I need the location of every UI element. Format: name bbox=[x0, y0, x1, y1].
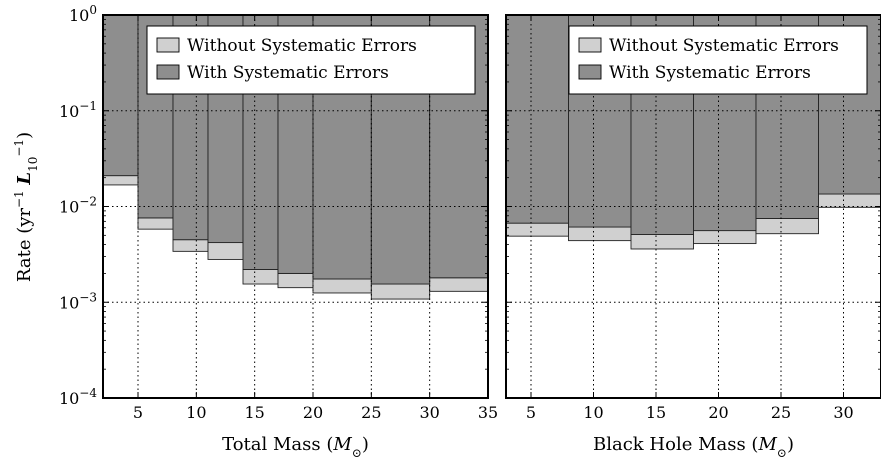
x-tick-label-5: 5 bbox=[526, 403, 536, 422]
right-panel-black-hole-mass: 5 10 15 20 25 30 Black Hole Mass (M⊙) Without S… bbox=[505, 14, 881, 457]
legend-label-1: With Systematic Errors bbox=[609, 63, 811, 83]
x-axis-label: Total Mass (M⊙) bbox=[222, 434, 369, 457]
bar-without-systematic-8 bbox=[429, 277, 489, 292]
x-tick-label-30: 30 bbox=[833, 403, 853, 422]
plot-frame bbox=[505, 14, 881, 399]
x-tick-label-35: 35 bbox=[478, 403, 498, 422]
legend-label-0: Without Systematic Errors bbox=[609, 36, 839, 56]
legend-swatch-0 bbox=[578, 37, 602, 53]
bar-without-systematic-5 bbox=[277, 272, 314, 289]
bar-without-systematic-3 bbox=[693, 230, 757, 245]
x-tick-label-5: 5 bbox=[133, 403, 143, 422]
bar-without-systematic-1 bbox=[568, 226, 632, 242]
legend-box bbox=[568, 25, 868, 95]
x-tick-label-25: 25 bbox=[361, 403, 381, 422]
legend-swatch-1 bbox=[578, 64, 602, 80]
x-tick-label-10: 10 bbox=[583, 403, 603, 422]
legend-box bbox=[146, 25, 476, 95]
bar-without-systematic-1 bbox=[137, 217, 174, 230]
x-tick-label-25: 25 bbox=[771, 403, 791, 422]
legend: Without Systematic Errors With Systematic… bbox=[146, 25, 476, 95]
y-tick-label-2: 10−2 bbox=[59, 195, 97, 217]
x-tick-label-15: 15 bbox=[646, 403, 666, 422]
bar-with-systematic-0 bbox=[505, 14, 569, 224]
bar-without-systematic-2 bbox=[630, 234, 694, 250]
y-tick-label-0: 10−4 bbox=[59, 386, 97, 408]
legend-label-0: Without Systematic Errors bbox=[187, 36, 417, 56]
bar-without-systematic-4 bbox=[755, 218, 819, 235]
bar-without-systematic-7 bbox=[370, 283, 431, 300]
y-tick-label-1: 10−3 bbox=[59, 290, 97, 312]
y-tick-label-3: 10−1 bbox=[59, 99, 97, 121]
bar-without-systematic-5 bbox=[818, 193, 881, 208]
y-tick-label-4: 100 bbox=[69, 3, 97, 25]
x-axis-label: Black Hole Mass (M⊙) bbox=[593, 434, 794, 457]
bar-without-systematic-2 bbox=[172, 239, 209, 252]
x-tick-label-15: 15 bbox=[244, 403, 264, 422]
bar-with-systematic-0 bbox=[102, 14, 139, 177]
x-tick-label-20: 20 bbox=[303, 403, 323, 422]
plot-frame bbox=[102, 14, 489, 399]
bar-without-systematic-6 bbox=[312, 278, 372, 294]
x-tick-label-10: 10 bbox=[186, 403, 206, 422]
legend-swatch-0 bbox=[156, 37, 180, 53]
left-panel-total-mass: 5 10 15 20 25 30 35 10−4 10−3 10−2 10−1 100 Total Ma… bbox=[59, 3, 498, 457]
y-axis-label: Rate (yr−1 L10−1) bbox=[12, 132, 40, 282]
x-tick-label-20: 20 bbox=[708, 403, 728, 422]
bar-without-systematic-3 bbox=[207, 242, 244, 260]
bar-without-systematic-0 bbox=[102, 175, 139, 186]
bar-without-systematic-4 bbox=[242, 269, 279, 285]
x-tick-label-30: 30 bbox=[419, 403, 439, 422]
legend-swatch-1 bbox=[156, 64, 180, 80]
legend-label-1: With Systematic Errors bbox=[187, 63, 389, 83]
legend: Without Systematic Errors With Systematic… bbox=[568, 25, 868, 95]
bar-without-systematic-0 bbox=[505, 222, 569, 237]
